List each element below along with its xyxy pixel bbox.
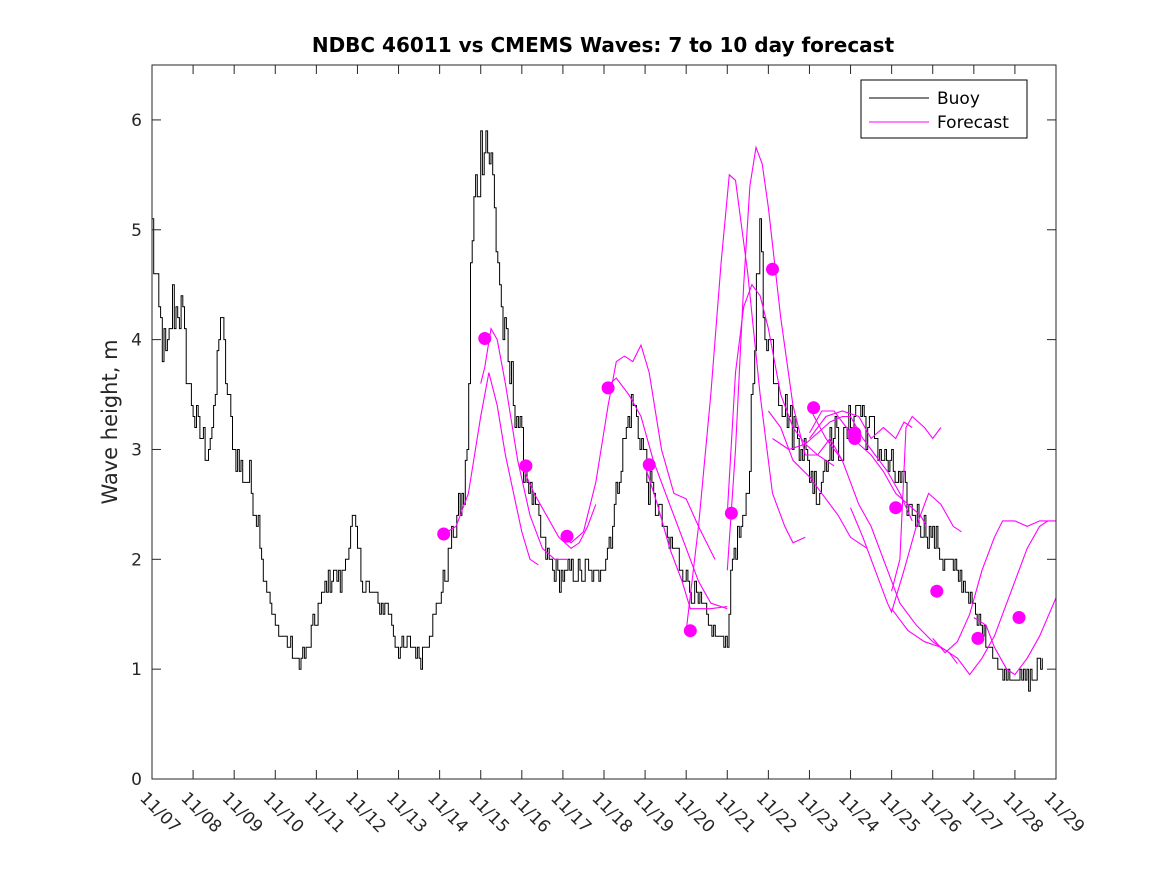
forecast-marker-1 [437,527,451,541]
forecast-marker-5 [601,381,615,395]
legend-label-buoy: Buoy [937,89,980,109]
y-axis-label: Wave height, m [98,339,122,504]
forecast-line-13 [809,410,928,527]
legend: Buoy Forecast [860,79,1028,139]
forecast-marker-15 [971,631,985,645]
forecast-line-5 [603,377,728,610]
plot-area [152,65,1056,779]
forecast-marker-9 [766,262,779,276]
forecast-marker-3 [519,459,533,473]
y-tick-label: 6 [131,111,142,131]
y-tick-label: 1 [131,660,142,680]
legend-label-forecast: Forecast [937,113,1009,133]
y-tick-label: 3 [131,440,142,460]
y-tick-label: 5 [131,221,142,241]
forecast-line-17 [891,520,1049,676]
y-tick-label: 0 [131,770,142,790]
forecast-line-3 [521,465,597,549]
forecast-line-2 [480,326,567,560]
y-tick-label: 2 [131,550,142,570]
forecast-marker-6 [642,458,656,472]
forecast-marker-4 [560,529,574,543]
forecast-line-1 [443,372,539,566]
forecast-marker-14 [930,584,944,598]
forecast-line-19 [973,597,1057,676]
forecast-marker-12 [848,426,862,440]
forecast-line-18 [932,520,1056,654]
forecast-marker-7 [683,624,697,638]
forecast-line-9 [726,145,843,571]
forecast-line-16 [891,415,942,592]
forecast-marker-13 [889,501,903,515]
series-buoy-line [151,130,1043,692]
forecast-marker-2 [478,332,492,345]
y-tick-label: 4 [131,331,142,351]
forecast-marker-8 [724,506,738,520]
legend-box [860,79,1028,139]
chart-title: NDBC 46011 vs CMEMS Waves: 7 to 10 day f… [312,33,895,57]
forecast-line-11 [772,415,913,522]
forecast-line-6 [644,465,728,610]
forecast-line-4 [562,343,716,560]
forecast-line-14 [809,410,913,440]
forecast-line-10 [767,410,868,549]
forecast-marker-10 [807,401,821,415]
plot-layer [151,130,1057,692]
forecast-line-15 [849,492,962,614]
forecast-line-7 [685,173,806,631]
forecast-marker-16 [1012,611,1026,624]
